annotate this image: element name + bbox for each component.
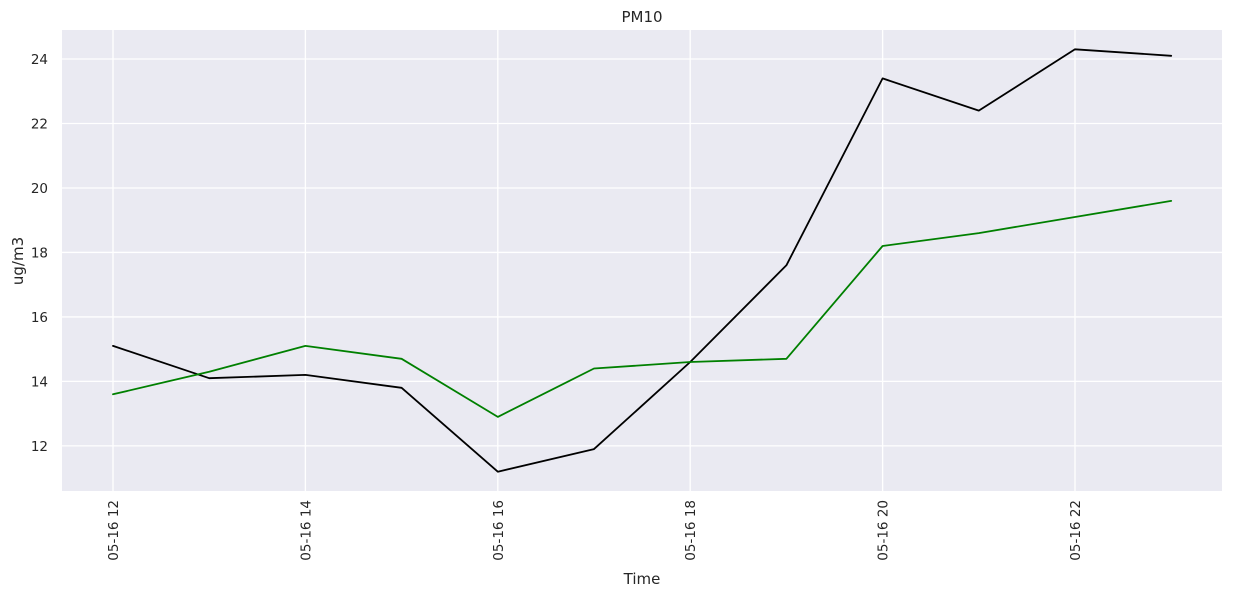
x-axis-label: Time <box>623 570 661 588</box>
y-tick-label: 20 <box>31 181 48 197</box>
grid-lines <box>62 30 1222 491</box>
series-line-1 <box>112 48 1173 473</box>
plot-area <box>62 30 1222 491</box>
y-tick-label: 24 <box>31 52 48 68</box>
x-tick-label: 05-16 16 <box>491 500 507 561</box>
series-line-2 <box>112 199 1173 418</box>
series-lines <box>112 48 1173 473</box>
x-tick-label: 05-16 20 <box>876 500 892 561</box>
tick-labels: 12 14 16 18 20 22 24 05-16 12 05-16 14 05-16 16 05… <box>31 52 1084 561</box>
x-tick-label: 05-16 14 <box>298 500 314 561</box>
chart-title: PM10 <box>621 8 662 26</box>
y-tick-label: 18 <box>31 245 48 261</box>
y-axis-label: ug/m3 <box>9 237 27 285</box>
y-tick-label: 12 <box>31 439 48 455</box>
x-tick-label: 05-16 12 <box>106 500 122 561</box>
y-tick-label: 14 <box>31 374 48 390</box>
x-tick-label: 05-16 22 <box>1068 500 1084 561</box>
x-tick-label: 05-16 18 <box>683 500 699 561</box>
y-tick-label: 22 <box>31 116 48 132</box>
y-tick-label: 16 <box>31 310 48 326</box>
